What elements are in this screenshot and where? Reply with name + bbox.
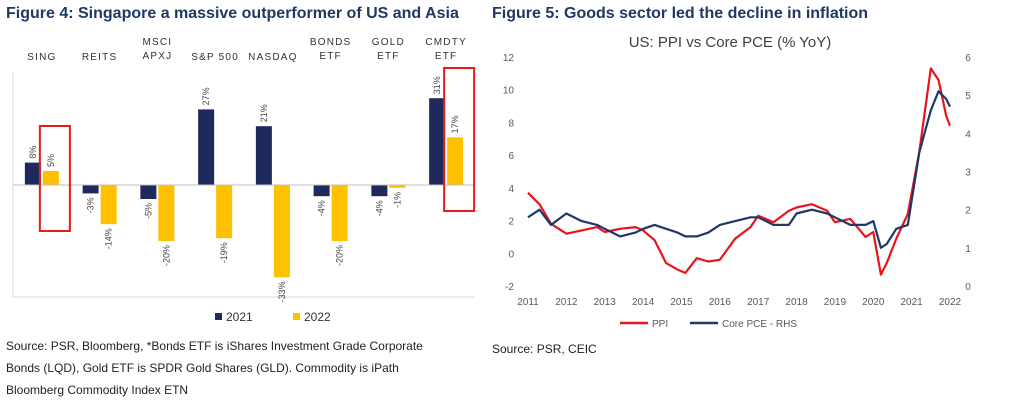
bar-2021: [313, 185, 330, 197]
figure4-panel: Figure 4: Singapore a massive outperform…: [0, 0, 480, 404]
legend-swatch: [293, 313, 300, 320]
highlight-box: [443, 67, 476, 212]
figure4-source-line: Bonds (LQD), Gold ETF is SPDR Gold Share…: [6, 361, 399, 375]
series-line-ppi: [527, 67, 952, 276]
data-label: 8%: [28, 146, 38, 159]
figure4-source-line: Bloomberg Commodity Index ETN: [6, 383, 189, 397]
category-label: NASDAQ: [248, 52, 297, 63]
category-label: S&P 500: [191, 52, 239, 63]
line-chart: US: PPI vs Core PCE (% YoY)-202468101201…: [503, 34, 971, 330]
data-label: -3%: [86, 197, 96, 213]
x-tick-label: 2011: [517, 297, 539, 308]
y-right-tick-label: 0: [965, 282, 971, 293]
figure4-source: Source: PSR, Bloomberg, *Bonds ETF is iS…: [6, 335, 423, 401]
category-label: MSCI: [142, 37, 172, 48]
data-label: -33%: [277, 281, 287, 302]
bar-2022: [100, 185, 117, 225]
bar-2022: [158, 185, 175, 241]
bar-chart: SING REITS MSCI APXJ S&P 500 NASDAQ BONDS ETF GO…: [12, 37, 476, 324]
figure4-title: Figure 4: Singapore a massive outperform…: [6, 5, 459, 22]
bar-2021: [140, 185, 157, 199]
y-left-tick-label: 12: [503, 53, 515, 64]
data-label: 27%: [201, 87, 211, 105]
x-tick-label: 2019: [824, 297, 847, 308]
x-tick-label: 2015: [670, 297, 693, 308]
data-label: -20%: [161, 245, 171, 266]
x-tick-label: 2020: [862, 297, 885, 308]
category-label: SING: [27, 52, 56, 63]
bar-2022: [447, 137, 464, 185]
y-left-tick-label: 2: [508, 217, 514, 228]
y-right-tick-label: 2: [965, 206, 971, 217]
bar-2021: [429, 98, 446, 185]
bar-2021: [198, 109, 215, 185]
legend-label: PPI: [652, 319, 668, 330]
chart-title: US: PPI vs Core PCE (% YoY): [629, 34, 832, 51]
y-left-tick-label: 6: [508, 151, 514, 162]
legend-label: 2021: [226, 310, 253, 324]
figure5-panel: Figure 5: Goods sector led the decline i…: [490, 0, 1014, 404]
y-left-tick-label: 0: [508, 249, 514, 260]
category-label: ETF: [435, 51, 458, 62]
bar-2021: [255, 126, 272, 185]
x-tick-label: 2013: [594, 297, 617, 308]
bar-2022: [216, 185, 233, 239]
y-right-tick-label: 5: [965, 91, 971, 102]
data-label: -4%: [374, 200, 384, 216]
y-right-tick-label: 1: [965, 244, 971, 255]
legend-label: Core PCE - RHS: [722, 319, 797, 330]
x-tick-label: 2017: [747, 297, 770, 308]
legend-swatch: [215, 313, 222, 320]
legend-label: 2022: [304, 310, 331, 324]
y-left-tick-label: 10: [503, 86, 515, 97]
bar-2021: [24, 162, 41, 185]
highlight-box: [38, 125, 71, 232]
data-label: 5%: [46, 154, 56, 167]
figure5-source: Source: PSR, CEIC: [492, 342, 597, 356]
bar-2022: [42, 171, 59, 185]
data-label: -4%: [317, 200, 327, 216]
data-label: -5%: [143, 203, 153, 219]
bar-2022: [331, 185, 348, 241]
series-line-core-pce: [527, 90, 951, 249]
figure4-source-line: Source: PSR, Bloomberg, *Bonds ETF is iS…: [6, 339, 423, 353]
category-label: ETF: [377, 51, 400, 62]
data-label: -1%: [392, 192, 402, 208]
figure5-title: Figure 5: Goods sector led the decline i…: [492, 5, 869, 22]
y-left-tick-label: -2: [505, 282, 514, 293]
bar-2021: [82, 185, 99, 194]
category-label: GOLD: [372, 37, 405, 48]
category-label: APXJ: [142, 51, 172, 62]
y-right-tick-label: 3: [965, 168, 971, 179]
x-tick-label: 2014: [632, 297, 655, 308]
category-label: CMDTY: [425, 37, 467, 48]
y-right-tick-label: 4: [965, 129, 971, 140]
data-label: 21%: [259, 104, 269, 122]
x-tick-label: 2022: [939, 297, 962, 308]
bar-2022: [273, 185, 290, 278]
y-right-tick-label: 6: [965, 53, 971, 64]
x-tick-label: 2016: [709, 297, 732, 308]
category-label: ETF: [319, 51, 342, 62]
y-left-tick-label: 4: [508, 184, 514, 195]
data-label: 17%: [450, 115, 460, 133]
data-label: -20%: [335, 245, 345, 266]
x-tick-label: 2012: [555, 297, 578, 308]
y-left-tick-label: 8: [508, 118, 514, 129]
data-label: -19%: [219, 242, 229, 263]
bar-2021: [371, 185, 388, 197]
category-label: REITS: [82, 52, 117, 63]
bar-2022: [389, 185, 406, 188]
data-label: -14%: [104, 228, 114, 249]
category-label: BONDS: [310, 37, 352, 48]
x-tick-label: 2018: [785, 297, 808, 308]
data-label: 31%: [432, 76, 442, 94]
x-tick-label: 2021: [901, 297, 924, 308]
